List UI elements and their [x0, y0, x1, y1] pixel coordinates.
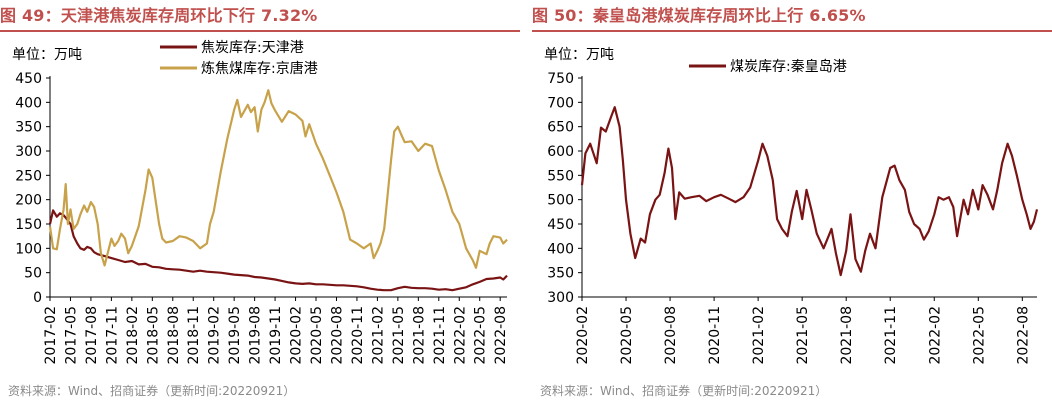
x-tick-label: 2021-08: [411, 306, 427, 365]
title-divider: [532, 30, 1052, 32]
y-tick-label: 550: [547, 168, 574, 184]
x-tick-label: 2020-11: [350, 306, 366, 365]
x-tick-label: 2018-02: [125, 306, 141, 365]
x-tick-label: 2022-08: [1015, 306, 1031, 365]
x-tick-label: 2019-11: [268, 306, 284, 365]
source-note: 资料来源：Wind、招商证券（更新时间:20220921）: [540, 384, 828, 398]
series-line-1: [48, 209, 508, 292]
x-tick-label: 2021-02: [751, 306, 767, 365]
x-tick-label: 2022-02: [452, 306, 468, 365]
y-tick-label: 300: [547, 290, 574, 306]
y-tick-label: 50: [24, 266, 42, 282]
x-tick-label: 2020-02: [289, 306, 305, 365]
legend-label: 焦炭库存:天津港: [201, 40, 304, 56]
y-tick-label: 200: [15, 193, 42, 209]
y-tick-label: 350: [547, 266, 574, 282]
y-tick-label: 300: [15, 144, 42, 160]
x-tick-label: 2018-11: [186, 306, 202, 365]
y-tick-label: 700: [547, 95, 574, 111]
unit-label: 单位：万吨: [544, 47, 614, 63]
x-tick-label: 2020-08: [663, 306, 679, 365]
x-tick-label: 2021-05: [795, 306, 811, 365]
x-tick-label: 2022-05: [473, 306, 489, 365]
x-tick-label: 2017-08: [84, 306, 100, 365]
x-tick-label: 2021-11: [883, 306, 899, 365]
x-tick-label: 2020-05: [309, 306, 325, 365]
x-tick-label: 2020-11: [707, 306, 723, 365]
y-tick-label: 100: [15, 241, 42, 257]
chart-panel-left: 图 49：天津港焦炭库存周环比下行 7.32% 单位：万吨 0 50 100 150 20…: [0, 0, 520, 405]
x-tick-label: 2019-08: [248, 306, 264, 365]
chart-panel-right: 图 50：秦皇岛港煤炭库存周环比上行 6.65% 单位：万吨 300 350 400 4…: [532, 0, 1052, 405]
y-tick-label: 450: [547, 217, 574, 233]
x-tick-label: 2018-05: [145, 306, 161, 365]
y-tick-label: 400: [15, 95, 42, 111]
x-tick-label: 2017-11: [104, 306, 120, 365]
x-tick-label: 2021-11: [432, 306, 448, 365]
chart-title: 图 49：天津港焦炭库存周环比下行 7.32%: [0, 6, 318, 25]
y-tick-label: 600: [547, 144, 574, 160]
y-tick-label: 150: [15, 217, 42, 233]
legend-label: 炼焦煤库存:京唐港: [201, 60, 318, 77]
x-tick-label: 2022-02: [927, 306, 943, 365]
x-tick-label: 2020-02: [575, 306, 591, 365]
x-tick-label: 2019-02: [207, 306, 223, 365]
x-tick-label: 2018-08: [166, 306, 182, 365]
y-tick-label: 450: [15, 71, 42, 87]
x-tick-label: 2020-08: [329, 306, 345, 365]
x-tick-label: 2022-05: [971, 306, 987, 365]
y-tick-label: 0: [33, 290, 42, 306]
x-tick-label: 2017-02: [43, 306, 59, 365]
x-tick-label: 2021-05: [391, 306, 407, 365]
y-tick-label: 400: [547, 241, 574, 257]
y-tick-label: 250: [15, 168, 42, 184]
source-note: 资料来源：Wind、招商证券（更新时间:20220921）: [8, 384, 296, 398]
series-line-1: [580, 106, 1039, 277]
y-tick-label: 750: [547, 71, 574, 87]
x-tick-label: 2017-05: [63, 306, 79, 365]
unit-label: 单位：万吨: [12, 47, 82, 63]
line-chart: 单位：万吨 300 350 400 450 500 550 600 650 700 750 2020-…: [544, 47, 1039, 365]
x-tick-label: 2019-05: [227, 306, 243, 365]
y-tick-label: 650: [547, 120, 574, 136]
x-tick-label: 2021-08: [839, 306, 855, 365]
legend-label: 煤炭库存:秦皇岛港: [730, 59, 847, 75]
chart-title: 图 50：秦皇岛港煤炭库存周环比上行 6.65%: [532, 6, 866, 25]
series-line-2: [48, 89, 508, 269]
x-tick-label: 2020-05: [619, 306, 635, 365]
y-tick-label: 500: [547, 193, 574, 209]
title-divider: [0, 30, 520, 32]
y-tick-label: 350: [15, 120, 42, 136]
x-tick-label: 2021-02: [370, 306, 386, 365]
x-tick-label: 2022-08: [493, 306, 509, 365]
